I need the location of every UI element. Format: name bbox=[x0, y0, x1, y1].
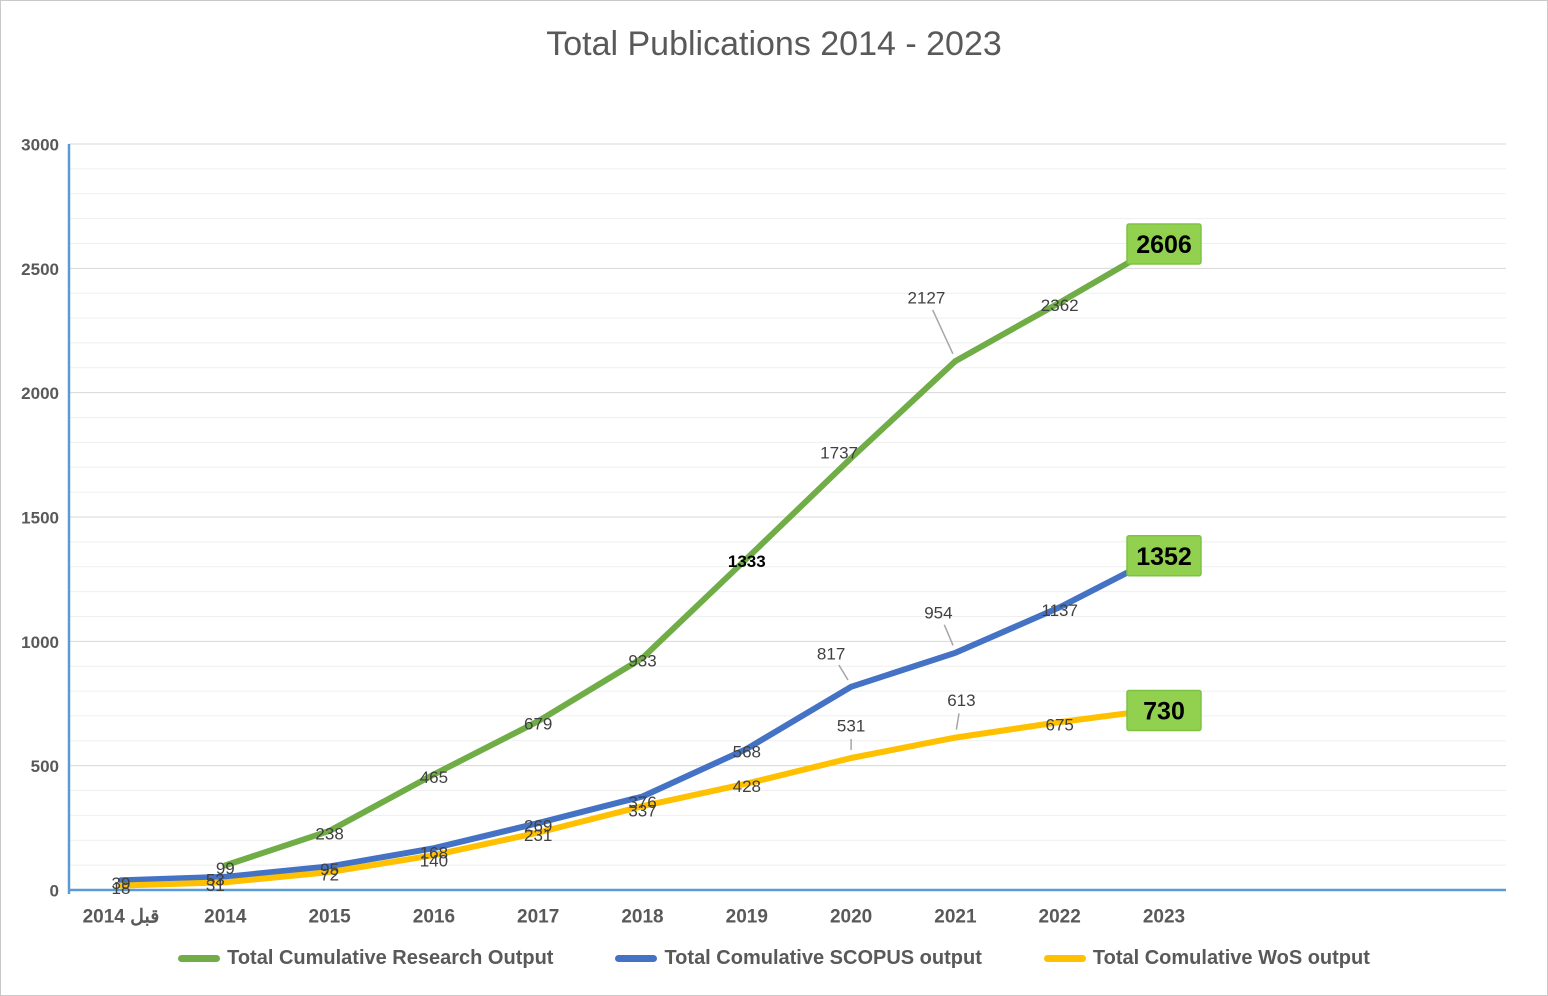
data-label: 568 bbox=[733, 742, 761, 761]
y-tick-label: 1500 bbox=[21, 509, 59, 528]
leader-line bbox=[943, 624, 954, 646]
x-tick-label: 2019 bbox=[726, 907, 768, 928]
series-line-2 bbox=[118, 705, 1167, 889]
data-label: 2127 bbox=[907, 289, 945, 308]
legend-item-research-output: Total Cumulative Research Output bbox=[178, 947, 553, 970]
data-label-callout bbox=[1126, 223, 1202, 265]
x-tick-label: 2014 bbox=[204, 907, 247, 928]
x-tick-label: 2018 bbox=[621, 907, 663, 928]
legend-item-wos-output: Total Comulative WoS output bbox=[1043, 947, 1370, 970]
x-tick-label: 2015 bbox=[308, 907, 351, 928]
x-tick-label: 2016 bbox=[413, 907, 455, 928]
series-line-1 bbox=[118, 550, 1167, 884]
series-line-0 bbox=[222, 239, 1167, 869]
x-tick-label: 2022 bbox=[1039, 907, 1081, 928]
legend-item-scopus-output: Total Comulative SCOPUS output bbox=[615, 947, 982, 970]
legend-swatch-research-output bbox=[178, 955, 221, 962]
x-tick-label: 2023 bbox=[1143, 907, 1185, 928]
x-tick-label: 2017 bbox=[517, 907, 559, 928]
data-label: 140 bbox=[420, 852, 448, 871]
data-label-callout bbox=[1126, 689, 1202, 732]
y-tick-label: 2000 bbox=[21, 384, 59, 403]
data-label: 337 bbox=[628, 802, 656, 821]
data-label: 95 bbox=[320, 860, 339, 879]
legend-label-wos-output: Total Comulative WoS output bbox=[1092, 947, 1370, 969]
data-label: 2606 bbox=[1136, 231, 1192, 259]
chart-title: Total Publications 2014 - 2023 bbox=[546, 25, 1002, 63]
data-label: 231 bbox=[524, 826, 552, 845]
data-label: 269 bbox=[524, 817, 552, 836]
data-label: 465 bbox=[420, 768, 448, 787]
legend-label-scopus-output: Total Comulative SCOPUS output bbox=[664, 947, 982, 969]
data-label: 376 bbox=[628, 793, 656, 812]
x-tick-label: قبل 2014 bbox=[83, 907, 160, 928]
y-tick-label: 1000 bbox=[21, 633, 59, 652]
legend-swatch-scopus-output bbox=[615, 955, 658, 962]
data-label: 1352 bbox=[1136, 543, 1192, 571]
data-label: 817 bbox=[817, 644, 845, 663]
data-label: 53 bbox=[206, 870, 225, 889]
data-label: 18 bbox=[112, 879, 131, 898]
data-label: 238 bbox=[315, 824, 343, 843]
data-label: 99 bbox=[216, 859, 235, 878]
data-label: 531 bbox=[837, 716, 865, 735]
leader-line bbox=[931, 309, 954, 355]
data-label: 39 bbox=[112, 874, 131, 893]
data-label: 31 bbox=[206, 876, 225, 895]
data-label: 933 bbox=[628, 651, 656, 670]
leader-line bbox=[955, 713, 960, 730]
data-label: 1333 bbox=[728, 552, 766, 571]
data-label: 613 bbox=[947, 691, 975, 710]
legend: Total Cumulative Research Output Total C… bbox=[1, 947, 1547, 970]
y-tick-label: 0 bbox=[50, 882, 59, 901]
data-label: 1737 bbox=[820, 444, 858, 463]
y-tick-label: 3000 bbox=[21, 136, 59, 155]
data-label: 675 bbox=[1046, 716, 1074, 735]
y-tick-label: 500 bbox=[31, 757, 59, 776]
data-label: 730 bbox=[1143, 697, 1185, 725]
x-tick-label: 2021 bbox=[934, 907, 977, 928]
data-label-callout bbox=[1126, 535, 1202, 577]
data-label: 168 bbox=[420, 844, 448, 863]
data-label: 428 bbox=[733, 777, 761, 796]
leader-line bbox=[838, 664, 849, 681]
data-label: 72 bbox=[320, 866, 339, 885]
data-label: 954 bbox=[924, 603, 952, 622]
y-tick-label: 2500 bbox=[21, 260, 59, 279]
data-label: 2362 bbox=[1041, 296, 1079, 315]
x-tick-label: 2020 bbox=[830, 907, 872, 928]
data-label: 1137 bbox=[1041, 601, 1078, 620]
data-label: 679 bbox=[524, 715, 552, 734]
legend-swatch-wos-output bbox=[1043, 955, 1086, 962]
legend-label-research-output: Total Cumulative Research Output bbox=[227, 947, 554, 969]
